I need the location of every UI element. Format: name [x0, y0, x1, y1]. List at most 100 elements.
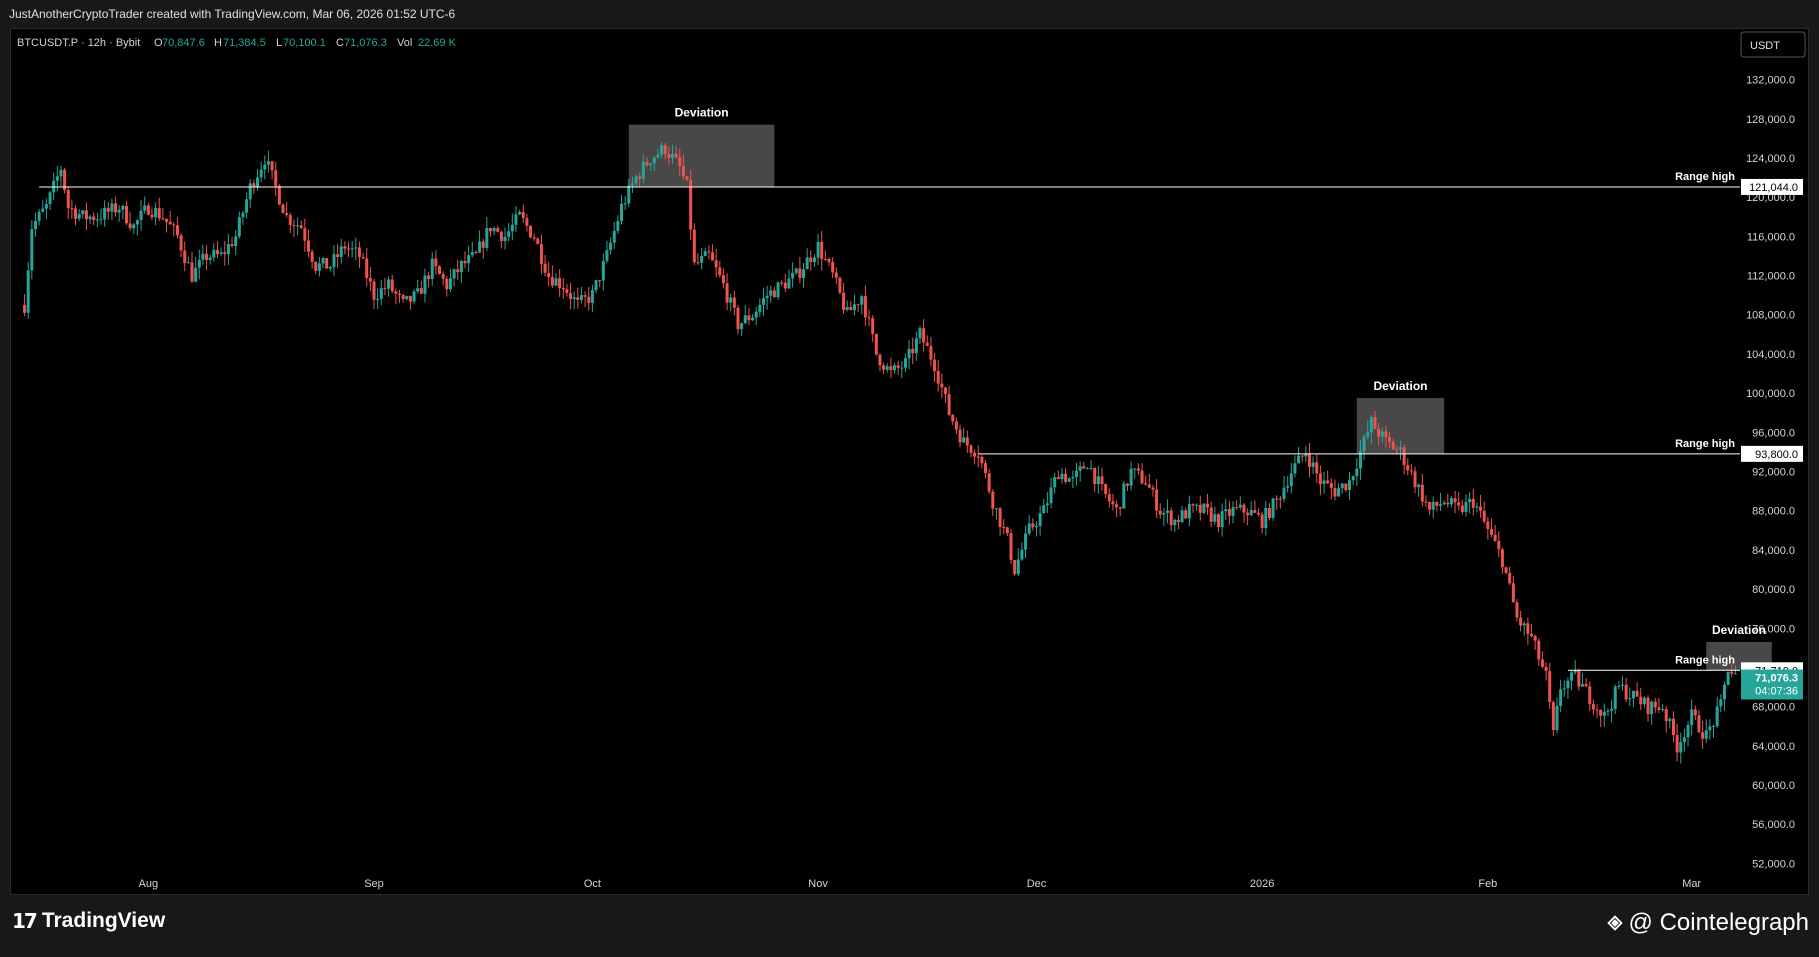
candle-body: [1657, 707, 1661, 710]
candle-body: [630, 183, 634, 186]
candle-body: [132, 224, 136, 229]
time-axis[interactable]: AugSepOctNovDec2026FebMarApr: [139, 878, 1819, 890]
candle-body: [1067, 478, 1071, 482]
cointelegraph-text: @ Cointelegraph: [1628, 909, 1809, 936]
candle-body: [1005, 527, 1009, 534]
candle-body: [1144, 483, 1148, 485]
candle-body: [1708, 726, 1712, 731]
candle-body: [747, 315, 751, 321]
candle-body: [576, 297, 580, 300]
candle-body: [1289, 473, 1293, 487]
candle-body: [1522, 623, 1526, 626]
candle-body: [933, 359, 937, 372]
candle-body: [634, 176, 638, 184]
candle-body: [1398, 447, 1402, 450]
candle-body: [456, 269, 460, 273]
candle-body: [1511, 583, 1515, 603]
candle-body: [23, 304, 27, 313]
candle-body: [1056, 477, 1060, 480]
candle-body: [958, 429, 962, 443]
candle-body: [1686, 725, 1690, 738]
candle-body: [321, 258, 325, 264]
candle-body: [172, 224, 176, 226]
legend-open-value: 70,847.6: [162, 37, 205, 49]
candle-body: [842, 292, 846, 310]
candle-body: [1136, 468, 1140, 471]
price-tick-label: 60,000.0: [1752, 780, 1795, 792]
candle-body: [139, 210, 143, 221]
candle-body: [991, 491, 995, 509]
price-tick-label: 116,000.0: [1747, 231, 1795, 243]
candle-body: [612, 230, 616, 243]
candle-body: [1500, 549, 1504, 568]
candle-body: [237, 217, 241, 237]
candle-body: [794, 268, 798, 273]
candle-body: [1613, 686, 1617, 709]
candle-body: [1322, 480, 1326, 485]
tradingview-logo[interactable]: 17 TradingView: [12, 909, 165, 933]
candle-body: [154, 208, 158, 218]
candle-body: [478, 241, 482, 253]
candle-body: [656, 154, 660, 158]
candle-body: [270, 161, 274, 171]
candle-body: [59, 169, 63, 177]
candle-body: [1635, 690, 1639, 697]
candle-body: [1621, 684, 1625, 686]
candle-body: [1588, 686, 1592, 705]
candle-body: [1147, 484, 1151, 488]
candle-body: [812, 257, 816, 262]
price-tick-label: 108,000.0: [1746, 310, 1795, 322]
candle-body: [681, 165, 685, 177]
candle-body: [569, 293, 573, 300]
candle-body: [663, 145, 667, 155]
candle-body: [397, 293, 401, 295]
candle-body: [1449, 498, 1453, 505]
candle-body: [492, 228, 496, 232]
candle-body: [1566, 680, 1570, 689]
candle-body: [372, 281, 376, 300]
candle-body: [1096, 476, 1100, 485]
candle-body: [336, 254, 340, 257]
candle-body: [1180, 510, 1184, 523]
candle-body: [66, 189, 70, 209]
candle-body: [791, 272, 795, 279]
range-high-price-tag: [1741, 445, 1803, 462]
legend-open-label: O: [154, 37, 163, 49]
candle-body: [1508, 572, 1512, 584]
price-tick-label: 56,000.0: [1752, 819, 1795, 831]
candle-body: [1049, 487, 1053, 504]
candle-body: [1104, 484, 1108, 495]
legend-high-value: 71,384.5: [223, 37, 266, 49]
candle-body: [135, 220, 139, 225]
candle-body: [245, 199, 249, 213]
candle-body: [1471, 498, 1475, 508]
candle-body: [885, 366, 889, 370]
candle-body: [860, 296, 864, 305]
chart-area[interactable]: [10, 28, 1809, 895]
candle-body: [1351, 476, 1355, 481]
candle-body: [26, 270, 30, 313]
candle-body: [416, 288, 420, 292]
candle-body: [1537, 640, 1541, 660]
time-tick-label: Nov: [808, 878, 828, 890]
candle-body: [1642, 697, 1646, 705]
legend-volume-value: 22.69 K: [418, 37, 457, 49]
candle-body: [401, 294, 405, 300]
price-axis[interactable]: 132,000.0 128,000.0 124,000.0 120,000.0 116,…: [1746, 75, 1795, 871]
deviation-label: Deviation: [675, 106, 729, 120]
candle-body: [1053, 477, 1057, 488]
candle-body: [1045, 503, 1049, 506]
time-tick-label: Aug: [139, 878, 159, 890]
candle-body: [1384, 431, 1388, 438]
candle-body: [674, 153, 678, 158]
candle-body: [1690, 709, 1694, 726]
candle-body: [1020, 549, 1024, 560]
candle-body: [157, 208, 161, 219]
range-high-label: Range high: [1675, 438, 1735, 450]
candle-body: [1402, 447, 1406, 466]
candle-body: [368, 278, 372, 282]
candle-body: [263, 164, 267, 170]
currency-button[interactable]: USDT: [1740, 31, 1806, 58]
candle-body: [536, 238, 540, 244]
